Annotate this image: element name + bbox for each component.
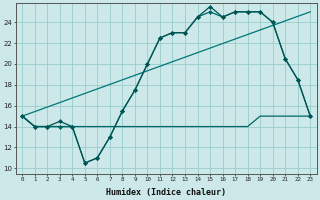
X-axis label: Humidex (Indice chaleur): Humidex (Indice chaleur) [106, 188, 226, 197]
